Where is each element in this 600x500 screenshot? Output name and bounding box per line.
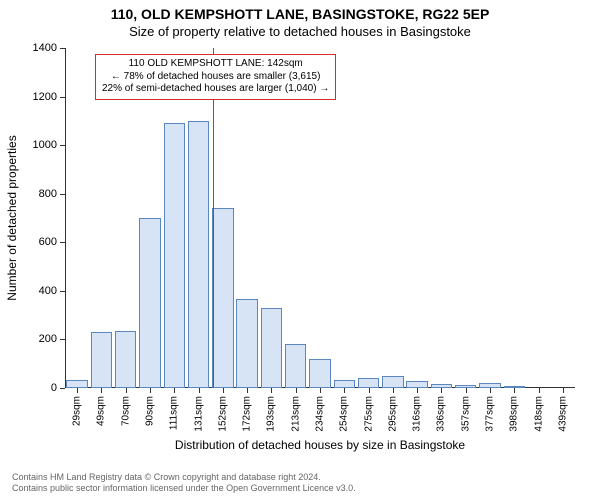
x-tick: [393, 388, 394, 393]
y-axis-title: Number of detached properties: [5, 135, 19, 300]
histogram-bar: [334, 380, 355, 389]
y-tick-label: 0: [12, 382, 57, 394]
histogram-bar: [309, 359, 330, 388]
histogram-bar: [382, 376, 403, 388]
x-tick: [466, 388, 467, 393]
histogram-bar: [115, 331, 136, 388]
x-tick: [223, 388, 224, 393]
x-tick-label: 377sqm: [485, 396, 496, 432]
y-tick: [60, 97, 65, 98]
x-tick: [174, 388, 175, 393]
annotation-box: 110 OLD KEMPSHOTT LANE: 142sqm← 78% of d…: [95, 54, 336, 100]
histogram-bar: [188, 121, 209, 388]
x-tick: [344, 388, 345, 393]
chart-title-main: 110, OLD KEMPSHOTT LANE, BASINGSTOKE, RG…: [0, 6, 600, 22]
histogram-bar: [261, 308, 282, 388]
histogram-bar: [91, 332, 112, 388]
chart-container: 110, OLD KEMPSHOTT LANE, BASINGSTOKE, RG…: [0, 0, 600, 500]
y-tick-label: 1200: [12, 91, 57, 103]
y-tick: [60, 388, 65, 389]
x-tick-label: 213sqm: [290, 396, 301, 432]
x-tick-label: 90sqm: [145, 396, 156, 426]
x-tick: [417, 388, 418, 393]
x-tick-label: 70sqm: [120, 396, 131, 426]
x-tick-label: 131sqm: [193, 396, 204, 432]
y-tick-label: 400: [12, 285, 57, 297]
x-tick-label: 152sqm: [217, 396, 228, 432]
x-tick-label: 29sqm: [72, 396, 83, 426]
y-tick: [60, 339, 65, 340]
histogram-bar: [164, 123, 185, 388]
y-tick: [60, 242, 65, 243]
x-axis-title: Distribution of detached houses by size …: [65, 438, 575, 452]
x-tick-label: 172sqm: [242, 396, 253, 432]
annot-line-3: 22% of semi-detached houses are larger (…: [102, 83, 329, 96]
x-tick-label: 295sqm: [387, 396, 398, 432]
histogram-bar: [212, 208, 233, 388]
x-tick-label: 316sqm: [412, 396, 423, 432]
x-tick: [199, 388, 200, 393]
x-tick-label: 398sqm: [509, 396, 520, 432]
x-tick-label: 275sqm: [363, 396, 374, 432]
annot-line-2: ← 78% of detached houses are smaller (3,…: [102, 71, 329, 84]
histogram-bar: [66, 380, 87, 389]
x-tick: [271, 388, 272, 393]
x-tick-label: 193sqm: [266, 396, 277, 432]
x-tick-label: 234sqm: [315, 396, 326, 432]
y-tick: [60, 194, 65, 195]
footer-line-1: Contains HM Land Registry data © Crown c…: [12, 472, 356, 483]
y-tick-label: 600: [12, 236, 57, 248]
x-tick: [296, 388, 297, 393]
histogram-bar: [285, 344, 306, 388]
y-tick-label: 800: [12, 188, 57, 200]
y-tick: [60, 145, 65, 146]
x-tick: [101, 388, 102, 393]
x-tick: [126, 388, 127, 393]
y-tick-label: 200: [12, 333, 57, 345]
x-tick: [490, 388, 491, 393]
x-tick: [77, 388, 78, 393]
histogram-bar: [358, 378, 379, 388]
x-tick: [514, 388, 515, 393]
x-tick-label: 336sqm: [436, 396, 447, 432]
x-tick: [441, 388, 442, 393]
x-tick: [369, 388, 370, 393]
plot-area: 020040060080010001200140029sqm49sqm70sqm…: [65, 48, 575, 388]
histogram-bar: [139, 218, 160, 388]
x-tick-label: 49sqm: [96, 396, 107, 426]
x-tick: [320, 388, 321, 393]
footer-line-2: Contains public sector information licen…: [12, 483, 356, 494]
chart-title-sub: Size of property relative to detached ho…: [0, 24, 600, 39]
x-tick-label: 418sqm: [533, 396, 544, 432]
histogram-bar: [406, 381, 427, 388]
x-tick-label: 357sqm: [460, 396, 471, 432]
x-tick: [150, 388, 151, 393]
y-axis-line: [65, 48, 66, 388]
y-tick-label: 1000: [12, 139, 57, 151]
x-tick: [539, 388, 540, 393]
annot-line-1: 110 OLD KEMPSHOTT LANE: 142sqm: [102, 58, 329, 71]
y-tick: [60, 48, 65, 49]
footer-text: Contains HM Land Registry data © Crown c…: [12, 472, 356, 495]
x-tick-label: 111sqm: [169, 396, 180, 430]
x-tick-label: 254sqm: [339, 396, 350, 432]
y-tick: [60, 291, 65, 292]
x-tick: [563, 388, 564, 393]
y-tick-label: 1400: [12, 42, 57, 54]
x-tick-label: 439sqm: [557, 396, 568, 432]
x-tick: [247, 388, 248, 393]
histogram-bar: [236, 299, 257, 388]
